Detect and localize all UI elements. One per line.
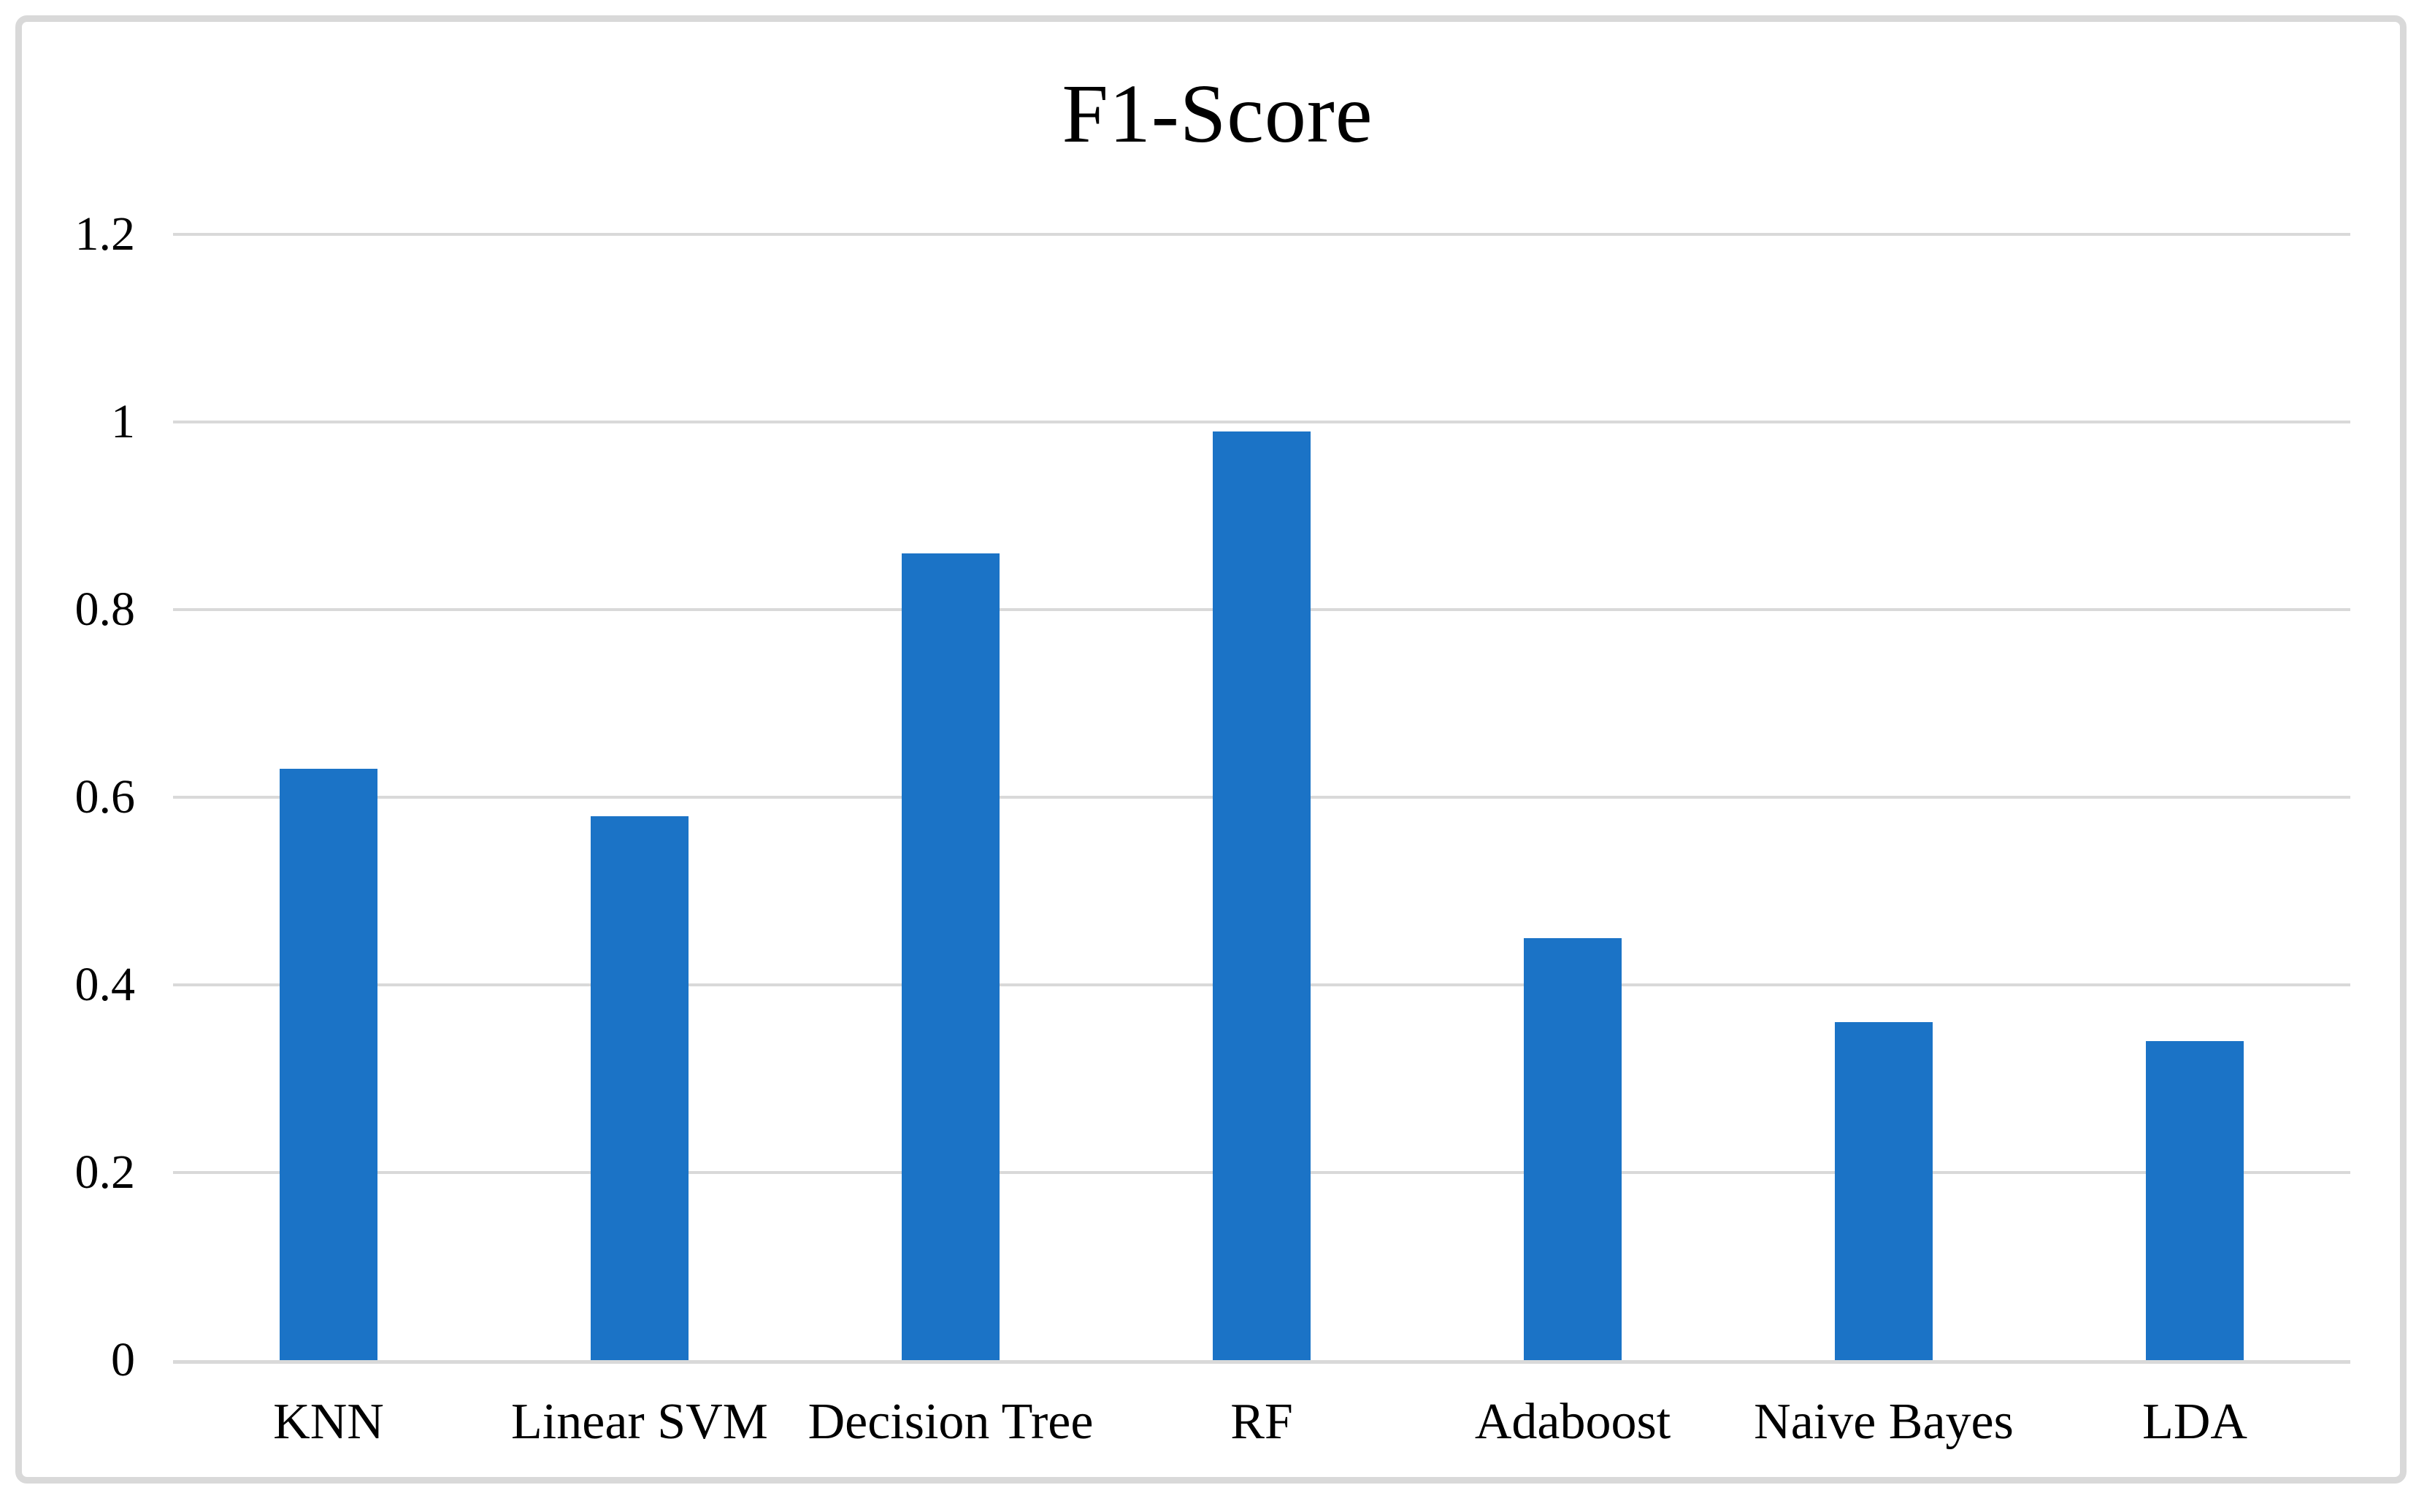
x-category-label: Naive Bayes xyxy=(1754,1394,2014,1450)
gridline xyxy=(173,233,2350,236)
chart-border-frame xyxy=(15,15,2407,1484)
x-category-label: KNN xyxy=(273,1394,384,1450)
y-tick-label: 1 xyxy=(111,395,135,448)
bar-adaboost xyxy=(1524,937,1622,1360)
x-category-label: Linear SVM xyxy=(511,1394,768,1450)
x-category-label: LDA xyxy=(2142,1394,2247,1450)
bar-linear-svm xyxy=(591,816,689,1360)
bar-knn xyxy=(280,769,377,1360)
bar-decision-tree xyxy=(902,553,1000,1360)
x-category-label: RF xyxy=(1230,1394,1293,1450)
bar-lda xyxy=(2146,1041,2244,1360)
y-tick-label: 0.4 xyxy=(74,958,136,1011)
bar-rf xyxy=(1213,431,1311,1360)
x-category-label: Decision Tree xyxy=(808,1394,1094,1450)
bar-naive-bayes xyxy=(1835,1022,1933,1360)
chart-title: F1-Score xyxy=(1062,67,1373,160)
y-tick-label: 0.8 xyxy=(74,583,136,636)
x-category-label: Adaboost xyxy=(1474,1394,1671,1450)
gridline xyxy=(173,421,2350,423)
y-tick-label: 0.2 xyxy=(74,1145,136,1199)
y-tick-label: 1.2 xyxy=(74,207,136,261)
y-tick-label: 0.6 xyxy=(74,770,136,824)
y-tick-label: 0 xyxy=(111,1333,135,1386)
x-axis-baseline xyxy=(173,1360,2350,1364)
